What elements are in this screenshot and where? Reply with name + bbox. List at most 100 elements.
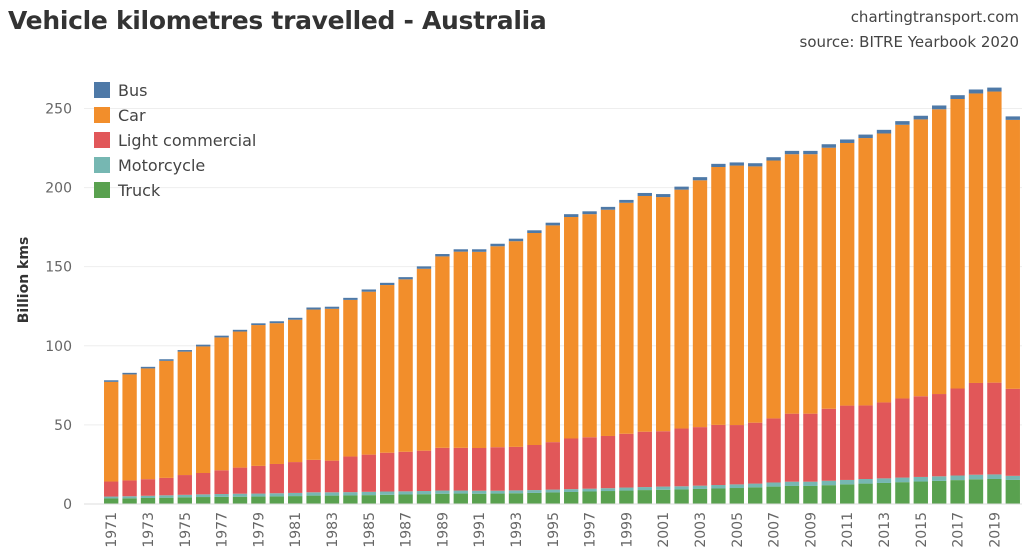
bar-light-commercial-1992 [490,447,505,491]
bar-truck-1986 [380,494,395,504]
x-tick-label: 1999 [619,512,635,548]
bar-bus-1972 [122,372,137,375]
bar-bus-2002 [674,186,689,190]
x-tick-label: 2003 [693,512,709,548]
bar-light-commercial-1990 [453,447,468,491]
bar-truck-2015 [913,481,928,504]
bar-bus-1975 [177,350,192,352]
bar-truck-2010 [821,485,836,504]
x-tick-label: 1997 [583,512,599,548]
bar-light-commercial-1993 [508,446,524,491]
bar-car-2010 [821,147,836,409]
bar-motorcycle-1980 [269,493,284,497]
bar-bus-1980 [269,321,284,324]
bar-light-commercial-1989 [435,447,450,491]
bar-motorcycle-1999 [619,487,634,491]
bar-car-2019 [987,91,1002,383]
credit-source: source: BITRE Yearbook 2020 [799,33,1019,51]
bar-light-commercial-2001 [656,431,671,487]
bar-bus-1979 [251,323,266,326]
bar-light-commercial-1977 [214,470,229,495]
bar-light-commercial-1978 [232,467,248,494]
bar-bus-2000 [637,192,652,196]
chart-title: Vehicle kilometres travelled - Australia [8,6,547,35]
x-tick-label: 1993 [509,512,525,548]
bar-truck-1992 [490,493,505,504]
bar-truck-2016 [932,480,947,504]
bar-bus-2001 [656,194,671,198]
bar-bus-1999 [619,199,634,203]
bar-truck-1976 [196,497,211,504]
bar-car-1993 [508,241,524,447]
bar-car-1997 [582,214,597,438]
bar-light-commercial-2006 [748,422,763,484]
bar-bus-2007 [766,157,781,161]
bar-truck-1998 [600,491,616,504]
bar-car-2003 [692,180,708,428]
bar-light-commercial-2017 [950,388,965,476]
bar-truck-1978 [232,496,248,504]
bar-motorcycle-2019 [987,474,1002,479]
bar-car-2020 [1005,119,1020,389]
bar-car-1973 [140,368,156,480]
bar-bus-2016 [932,105,947,110]
bar-motorcycle-2009 [803,481,818,486]
bar-car-1983 [324,308,340,461]
x-axis: 1971 1973 1975 1977 1979 1981 1983 1985 1987 1989… [84,503,1022,548]
bar-light-commercial-2005 [729,425,744,485]
x-tick-label: 2017 [951,512,967,548]
bar-bus-1991 [472,249,487,252]
x-tick-label: 1979 [251,512,267,548]
bar-truck-2017 [950,480,965,504]
bar-car-1985 [361,291,376,455]
bar-bus-2018 [968,89,984,94]
bar-truck-2012 [858,483,873,504]
bar-truck-1997 [582,491,597,504]
bar-truck-2011 [840,484,855,504]
bar-motorcycle-2020 [1005,475,1020,480]
x-tick-label: 1991 [472,512,488,548]
bar-light-commercial-1997 [582,437,597,489]
bar-car-1974 [159,360,174,478]
bar-motorcycle-1971 [104,496,119,499]
bar-motorcycle-1982 [306,492,321,496]
bar-truck-2002 [674,489,689,504]
bar-motorcycle-1975 [177,494,192,498]
bar-car-1998 [600,209,616,436]
bar-motorcycle-1977 [214,494,229,497]
bar-bus-1998 [600,206,616,210]
x-tick-label: 2007 [767,512,783,548]
bar-bus-1987 [398,277,413,280]
y-tick-label: 200 [45,181,72,197]
bar-truck-2006 [748,487,763,504]
y-tick-label: 50 [54,418,72,434]
bar-bus-1977 [214,335,229,338]
bar-light-commercial-1995 [545,442,560,490]
bar-motorcycle-2006 [748,483,763,488]
legend-label: Motorcycle [118,156,205,175]
bar-motorcycle-1979 [251,493,266,497]
bar-bus-2009 [803,150,818,155]
bar-motorcycle-2018 [968,474,984,480]
bar-motorcycle-2007 [766,482,781,487]
x-tick-label: 1977 [215,512,231,548]
bar-truck-1991 [472,493,487,504]
bar-bus-2017 [950,95,965,99]
bar-light-commercial-2004 [711,424,726,486]
bar-bus-1986 [380,282,395,286]
bar-truck-1985 [361,495,376,504]
bar-car-2004 [711,167,726,425]
bar-light-commercial-2007 [766,418,781,483]
bar-car-1978 [232,331,248,468]
x-tick-label: 2019 [987,512,1003,548]
bar-light-commercial-2020 [1005,388,1020,476]
bar-truck-1979 [251,496,266,504]
bar-truck-1987 [398,494,413,504]
bar-motorcycle-1991 [472,490,487,494]
legend-swatch-car [94,107,110,123]
bar-car-1971 [104,381,119,482]
bar-truck-1974 [159,497,174,504]
bar-truck-2014 [895,482,910,504]
bar-motorcycle-1983 [324,492,340,496]
bar-motorcycle-1972 [122,496,137,499]
